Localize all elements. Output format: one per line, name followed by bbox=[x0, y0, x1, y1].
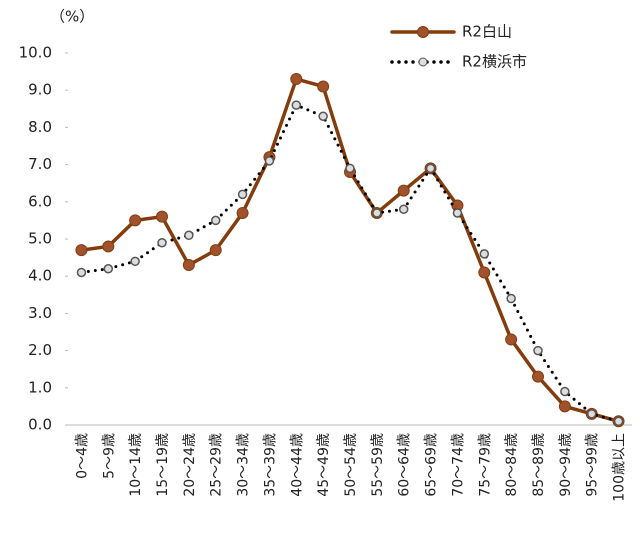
x-tick-group: 100歳以上 bbox=[612, 433, 628, 502]
legend-marker bbox=[417, 26, 429, 38]
series-marker bbox=[560, 386, 570, 397]
series-marker bbox=[479, 249, 490, 259]
series-line bbox=[79, 103, 621, 423]
y-tick-label: 1.0 bbox=[28, 378, 52, 396]
series-marker bbox=[505, 333, 518, 346]
y-tick-label: 4.0 bbox=[28, 267, 52, 285]
series-marker bbox=[130, 256, 140, 267]
x-tick-group: 75～79歳 bbox=[477, 433, 493, 497]
y-tick-label: 10.0 bbox=[19, 44, 52, 62]
legend-label: R2横浜市 bbox=[462, 53, 527, 71]
x-tick-group: 85～89歳 bbox=[531, 433, 547, 497]
series-marker bbox=[236, 206, 249, 219]
series-marker bbox=[558, 400, 571, 413]
series-marker bbox=[291, 100, 302, 110]
series-marker bbox=[103, 264, 114, 274]
series-marker bbox=[372, 208, 382, 218]
series-marker bbox=[237, 189, 248, 200]
series-marker bbox=[184, 230, 194, 241]
x-tick-label: 0～4歳 bbox=[74, 433, 90, 479]
x-tick-group: 65～69歳 bbox=[424, 433, 440, 497]
x-tick-label: 70～74歳 bbox=[450, 433, 466, 497]
series-marker bbox=[156, 210, 168, 223]
y-axis-label: （%） bbox=[50, 8, 94, 26]
series-marker bbox=[345, 163, 355, 174]
x-tick-group: 20～24歳 bbox=[182, 433, 198, 497]
x-tick-group: 35～39歳 bbox=[262, 433, 278, 497]
x-tick-label: 30～34歳 bbox=[236, 433, 252, 497]
series-marker bbox=[586, 409, 597, 419]
series-marker bbox=[264, 156, 275, 166]
series-marker bbox=[182, 259, 195, 272]
x-tick-label: 60～64歳 bbox=[397, 433, 413, 497]
series-marker bbox=[290, 73, 303, 86]
series-marker bbox=[318, 111, 328, 121]
y-tick-label: 8.0 bbox=[28, 118, 52, 136]
series-marker bbox=[102, 240, 115, 253]
x-tick-label: 10～14歳 bbox=[128, 433, 144, 497]
series-marker bbox=[317, 80, 330, 93]
x-tick-group: 40～44歳 bbox=[289, 433, 305, 497]
x-tick-label: 50～54歳 bbox=[343, 433, 359, 497]
series-marker bbox=[210, 215, 221, 226]
x-tick-label: 85～89歳 bbox=[531, 433, 547, 497]
series-marker bbox=[75, 244, 88, 257]
y-tick-label: 9.0 bbox=[28, 81, 52, 99]
x-tick-label: 20～24歳 bbox=[182, 433, 198, 497]
x-tick-group: 0～4歳 bbox=[74, 433, 90, 479]
x-tick-group: 50～54歳 bbox=[343, 433, 359, 497]
x-tick-label: 75～79歳 bbox=[477, 433, 493, 497]
y-tick-label: 5.0 bbox=[28, 230, 52, 248]
x-tick-group: 80～84歳 bbox=[504, 433, 520, 497]
x-tick-label: 90～94歳 bbox=[558, 433, 574, 497]
series-marker bbox=[129, 214, 142, 227]
y-tick-label: 7.0 bbox=[28, 155, 52, 173]
x-tick-label: 25～29歳 bbox=[209, 433, 225, 497]
series-marker bbox=[613, 416, 624, 427]
series-marker bbox=[398, 204, 409, 214]
x-tick-group: 45～49歳 bbox=[316, 433, 332, 497]
series-marker bbox=[425, 163, 436, 174]
y-tick-label: 2.0 bbox=[28, 341, 52, 359]
x-tick-label: 15～19歳 bbox=[155, 433, 171, 497]
legend-marker bbox=[418, 57, 428, 67]
y-tick-label: 3.0 bbox=[28, 304, 52, 322]
x-tick-label: 5～9歳 bbox=[101, 433, 117, 479]
series-line bbox=[79, 77, 621, 424]
x-tick-group: 25～29歳 bbox=[209, 433, 225, 497]
x-tick-label: 65～69歳 bbox=[424, 433, 440, 497]
y-tick-label: 6.0 bbox=[28, 192, 52, 210]
x-tick-label: 100歳以上 bbox=[612, 433, 628, 502]
x-tick-group: 70～74歳 bbox=[450, 433, 466, 497]
series-marker bbox=[452, 208, 463, 218]
x-tick-group: 55～59歳 bbox=[370, 433, 386, 497]
series-marker bbox=[506, 293, 516, 304]
x-tick-label: 80～84歳 bbox=[504, 433, 520, 497]
x-tick-group: 30～34歳 bbox=[236, 433, 252, 497]
x-tick-label: 45～49歳 bbox=[316, 433, 332, 497]
legend-label: R2白山 bbox=[462, 23, 512, 41]
series-marker bbox=[157, 237, 167, 248]
x-tick-label: 35～39歳 bbox=[262, 433, 278, 497]
x-tick-group: 15～19歳 bbox=[155, 433, 171, 497]
series-marker bbox=[478, 266, 491, 279]
series-marker bbox=[533, 345, 543, 356]
x-tick-group: 60～64歳 bbox=[397, 433, 413, 497]
x-tick-label: 55～59歳 bbox=[370, 433, 386, 497]
series-marker bbox=[532, 370, 544, 383]
x-tick-group: 10～14歳 bbox=[128, 433, 144, 497]
x-tick-label: 40～44歳 bbox=[289, 433, 305, 497]
y-tick-label: 0.0 bbox=[28, 416, 52, 434]
series-marker bbox=[76, 267, 87, 278]
x-tick-group: 5～9歳 bbox=[101, 433, 117, 479]
x-tick-group: 95～99歳 bbox=[585, 433, 601, 497]
x-tick-label: 95～99歳 bbox=[585, 433, 601, 497]
series-marker bbox=[397, 184, 410, 197]
series-marker bbox=[209, 244, 222, 257]
x-tick-group: 90～94歳 bbox=[558, 433, 574, 497]
